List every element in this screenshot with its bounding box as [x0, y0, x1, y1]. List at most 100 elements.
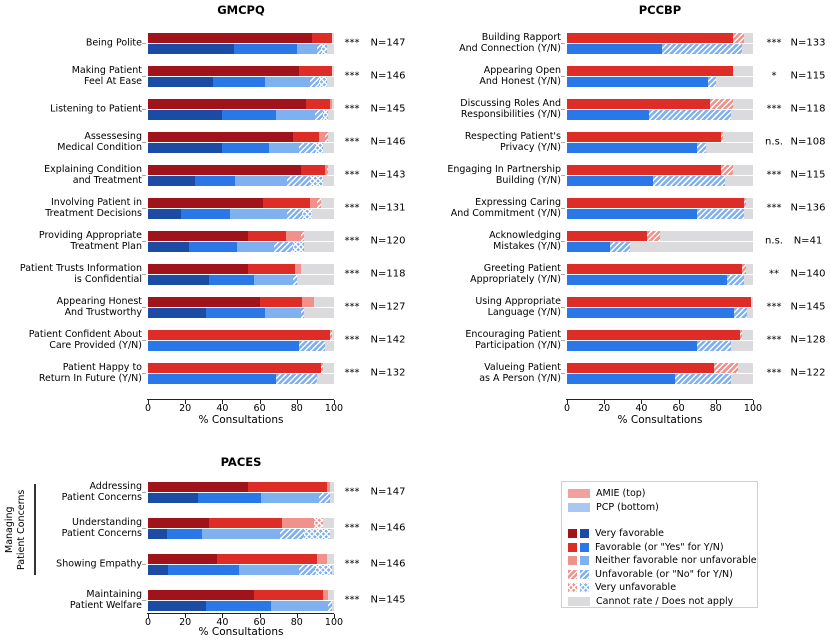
red-swatch: [568, 542, 577, 552]
amie-bar: [148, 99, 334, 109]
significance: ***: [344, 136, 360, 148]
panel-title-gmcpq: GMCPQ: [217, 3, 265, 17]
row-tick: [561, 373, 565, 375]
amie-bar: [567, 330, 753, 340]
bar-segment-neither_favorable_nor_unfavorable: [261, 493, 320, 503]
paces-x-axis-label: % Consultations: [198, 626, 284, 638]
sample-size: N=132: [370, 367, 406, 379]
bar-segment-favorable: [567, 99, 711, 109]
amie-bar: [148, 33, 334, 43]
blue-swatch: [580, 529, 589, 539]
sample-size: N=115: [790, 70, 826, 82]
amie-bar: [148, 590, 334, 600]
bar-segment-cannot_rate: [332, 601, 334, 611]
bar-segment-cannot_rate: [326, 77, 334, 87]
bar-segment-cannot_rate: [324, 341, 334, 351]
bar-segment-favorable: [306, 99, 331, 109]
bar-segment-very_favorable: [148, 264, 249, 274]
sample-size: N=131: [370, 202, 406, 214]
bar-segment-favorable: [567, 66, 733, 76]
bar-segment-cannot_rate: [706, 143, 753, 153]
amie-bar: [567, 132, 753, 142]
axis-tick-label: 80: [290, 403, 303, 414]
bar-segment-very_unfavorable: [302, 209, 312, 219]
amie-bar: [148, 66, 334, 76]
bar-segment-favorable: [205, 308, 266, 318]
axis-line: [566, 399, 753, 401]
sample-size: N=145: [370, 594, 406, 606]
legend-item-row: Favorable (or "Yes" for Y/N): [562, 541, 757, 555]
bar-segment-unfavorable: [697, 209, 744, 219]
axis-tick: [334, 614, 335, 618]
bar-pair: [567, 297, 753, 318]
row-label: Using Appropriate Language (Y/N): [475, 296, 561, 319]
axis-tick-label: 100: [324, 617, 344, 628]
significance: ***: [766, 334, 782, 346]
pcp-bar: [567, 44, 753, 54]
bar-segment-unfavorable: [652, 176, 726, 186]
bar-segment-neither_favorable_nor_unfavorable: [285, 231, 301, 241]
bar-segment-neither_favorable_nor_unfavorable: [229, 209, 288, 219]
row-label: Acknowledging Mistakes (Y/N): [489, 230, 561, 253]
bar-segment-favorable: [148, 341, 299, 351]
bar-pair: [148, 33, 334, 54]
sample-size: N=146: [370, 70, 406, 82]
bar-segment-favorable: [293, 132, 320, 142]
bar-segment-unfavorable: [319, 493, 331, 503]
significance: *: [771, 70, 777, 82]
pcp-bar: [567, 275, 753, 285]
axis-tick-label: 60: [672, 403, 685, 414]
bar-segment-very_favorable: [148, 176, 195, 186]
bar-segment-unfavorable: [726, 275, 744, 285]
bar-segment-favorable: [248, 264, 295, 274]
bar-segment-cannot_rate: [723, 132, 753, 142]
bar-segment-favorable: [567, 231, 647, 241]
bar-segment-neither_favorable_nor_unfavorable: [276, 110, 316, 120]
bar-segment-neither_favorable_nor_unfavorable: [265, 308, 301, 318]
bar-segment-favorable: [567, 341, 698, 351]
amie-swatch: [568, 489, 590, 499]
bar-segment-neither_favorable_nor_unfavorable: [302, 297, 314, 307]
pcp-bar: [567, 77, 753, 87]
bar-segment-cannot_rate: [326, 554, 334, 564]
row-label: Providing Appropriate Treatment Plan: [38, 230, 142, 253]
legend-item-label: Neither favorable nor unfavorable: [595, 555, 757, 567]
row-label: Engaging In Partnership Building (Y/N): [447, 164, 561, 187]
significance: **: [769, 268, 779, 280]
bar-pair: [567, 33, 753, 54]
bar-segment-favorable: [567, 44, 662, 54]
bar-pair: [148, 99, 334, 120]
bar-segment-favorable: [567, 308, 735, 318]
row-label: Patient Trusts Information is Confidenti…: [19, 263, 142, 286]
bar-segment-very_favorable: [148, 209, 182, 219]
bar-segment-cannot_rate: [304, 308, 334, 318]
bar-segment-cannot_rate: [747, 308, 753, 318]
bar-segment-favorable: [300, 165, 325, 175]
bar-segment-favorable: [166, 529, 202, 539]
bar-segment-neither_favorable_nor_unfavorable: [235, 176, 288, 186]
sample-size: N=145: [790, 301, 826, 313]
bar-segment-very_favorable: [148, 601, 206, 611]
bar-segment-cannot_rate: [304, 231, 334, 241]
legend-item-row: Very favorable: [562, 527, 757, 541]
bar-segment-neither_favorable_nor_unfavorable: [201, 529, 281, 539]
blue-swatch: [580, 569, 589, 579]
bar-segment-cannot_rate: [743, 33, 753, 43]
significance: ***: [344, 301, 360, 313]
sample-size: N=143: [370, 169, 406, 181]
axis-tick: [334, 400, 335, 404]
pcp-bar: [148, 341, 334, 351]
amie-bar: [567, 33, 753, 43]
legend-series-label: AMIE (top): [596, 488, 646, 500]
bar-segment-neither_favorable_nor_unfavorable: [294, 264, 301, 274]
pcp-bar: [148, 565, 334, 575]
bar-segment-cannot_rate: [322, 176, 334, 186]
bar-segment-very_favorable: [148, 198, 264, 208]
legend: AMIE (top) PCP (bottom) Very favorable Favo…: [561, 481, 758, 608]
legend-item-label: Cannot rate / Does not apply: [596, 595, 734, 607]
significance: ***: [766, 103, 782, 115]
bar-segment-cannot_rate: [715, 77, 753, 87]
bar-pair: [567, 363, 753, 384]
sample-size: N=127: [370, 301, 406, 313]
panel-pccbp: PCCBP Building Rapport And Connection (Y…: [415, 0, 830, 445]
